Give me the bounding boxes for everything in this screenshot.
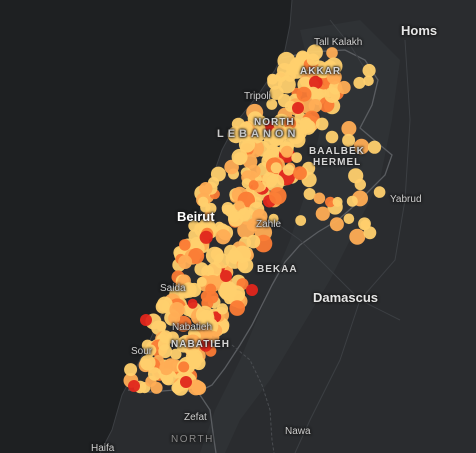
location-point[interactable] [205,202,217,215]
location-point[interactable] [231,148,248,165]
location-point[interactable] [325,130,339,144]
location-point[interactable] [140,354,156,371]
location-point[interactable] [325,196,336,208]
location-point[interactable] [362,63,376,78]
location-point[interactable] [326,47,338,59]
location-point[interactable] [180,376,192,388]
location-point[interactable] [228,211,244,227]
location-point[interactable] [266,98,278,110]
location-point[interactable] [157,338,171,351]
location-point[interactable] [248,180,259,191]
location-point[interactable] [341,121,357,136]
location-point[interactable] [229,300,245,316]
location-point[interactable] [219,284,236,301]
location-point[interactable] [151,320,166,336]
location-point[interactable] [270,162,282,174]
location-point[interactable] [184,334,202,352]
road-4 [294,299,361,453]
location-point[interactable] [358,217,371,231]
location-point[interactable] [363,75,374,87]
location-point[interactable] [295,215,307,226]
location-point[interactable] [315,117,329,131]
location-point[interactable] [199,182,213,196]
location-point[interactable] [128,380,140,392]
location-point[interactable] [159,361,174,376]
location-point[interactable] [187,379,204,396]
location-point[interactable] [303,188,316,200]
location-point[interactable] [179,239,191,251]
location-point[interactable] [337,80,351,95]
location-point[interactable] [207,262,222,277]
location-point[interactable] [373,186,386,198]
location-point[interactable] [238,136,256,153]
location-point[interactable] [198,309,215,327]
location-point[interactable] [343,213,355,225]
location-point[interactable] [326,69,342,85]
location-point[interactable] [148,367,162,381]
location-point[interactable] [278,75,296,94]
location-point[interactable] [296,86,312,102]
location-point[interactable] [157,296,173,313]
location-point[interactable] [332,196,343,207]
location-point[interactable] [292,102,304,114]
location-point[interactable] [237,257,254,274]
location-point[interactable] [124,363,138,377]
location-point[interactable] [178,255,193,269]
location-point[interactable] [144,344,157,357]
location-point[interactable] [199,339,213,352]
location-point[interactable] [313,192,326,205]
location-point[interactable] [181,282,197,298]
road-1 [264,214,401,321]
location-point[interactable] [205,246,224,265]
location-point[interactable] [198,196,209,207]
location-point[interactable] [291,152,303,164]
location-point[interactable] [267,73,278,85]
location-point[interactable] [262,172,278,188]
location-point[interactable] [234,200,245,211]
location-point[interactable] [324,87,341,103]
location-point[interactable] [306,44,323,61]
location-point[interactable] [367,140,382,154]
location-point[interactable] [281,145,293,158]
location-point[interactable] [196,276,207,287]
location-point[interactable] [188,248,205,264]
location-point[interactable] [254,115,267,128]
location-point[interactable] [239,121,253,136]
location-point[interactable] [140,314,152,326]
location-point[interactable] [216,303,229,315]
location-point[interactable] [268,131,284,147]
location-point[interactable] [221,202,234,215]
location-point[interactable] [346,195,358,207]
location-point[interactable] [329,217,344,232]
location-point[interactable] [315,63,331,79]
location-point[interactable] [269,187,287,205]
location-point[interactable] [178,361,190,373]
location-point[interactable] [168,312,181,325]
location-point[interactable] [287,127,305,144]
location-point[interactable] [353,138,370,155]
location-point[interactable] [354,178,366,191]
location-point[interactable] [202,211,214,223]
location-point[interactable] [207,330,220,344]
location-point[interactable] [187,298,198,309]
location-point[interactable] [170,348,182,360]
location-point[interactable] [309,75,323,90]
location-point[interactable] [220,270,232,282]
location-point[interactable] [293,166,307,181]
location-point[interactable] [299,117,312,130]
location-point[interactable] [215,229,231,245]
location-point[interactable] [353,76,366,89]
location-point[interactable] [342,133,356,147]
location-point[interactable] [282,164,295,176]
location-point[interactable] [199,230,213,244]
road-2 [359,39,411,301]
location-point[interactable] [315,206,330,221]
location-point[interactable] [190,237,203,249]
location-point[interactable] [268,213,279,224]
location-point[interactable] [246,284,258,296]
location-point[interactable] [349,228,366,245]
